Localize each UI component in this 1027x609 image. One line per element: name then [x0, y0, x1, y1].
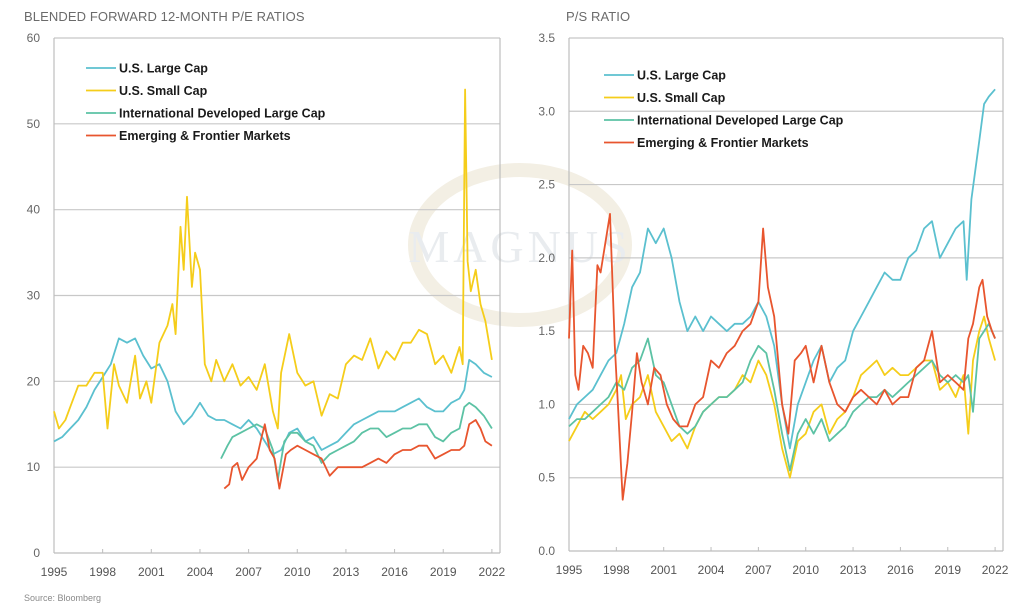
pe-x-tick-label: 2016 [381, 565, 408, 579]
ps-x-tick-label: 2013 [840, 563, 867, 577]
pe-y-tick-label: 60 [27, 31, 41, 45]
pe-legend-label: International Developed Large Cap [119, 107, 326, 121]
ps-x-tick-label: 1998 [603, 563, 630, 577]
ps-y-tick-label: 0.0 [538, 544, 555, 558]
source-note: Source: Bloomberg [24, 593, 102, 603]
pe-x-tick-label: 2022 [479, 565, 506, 579]
pe-series-us-small-cap [53, 88, 493, 430]
pe-legend-label: Emerging & Frontier Markets [119, 129, 291, 143]
ps-series-emerging-frontier [568, 212, 996, 501]
pe-legend-label: U.S. Small Cap [119, 84, 208, 98]
pe-x-tick-label: 2013 [333, 565, 360, 579]
ps-x-tick-label: 2010 [792, 563, 819, 577]
watermark: MAGNUS [408, 163, 632, 327]
ps-y-tick-label: 2.5 [538, 178, 555, 192]
pe-x-tick-label: 1998 [89, 565, 116, 579]
pe-y-tick-label: 30 [27, 289, 41, 303]
ps-series-us-large-cap [568, 88, 996, 450]
pe-chart-title: BLENDED FORWARD 12-MONTH P/E RATIOS [24, 9, 305, 24]
ps-ratio-chart: 0.0 0.5 1.0 1.5 2.0 2.5 3.0 3.5 1995 1998 2001 2004… [538, 31, 1008, 577]
ps-y-tick-label: 3.0 [538, 104, 555, 118]
pe-x-tick-label: 2004 [187, 565, 214, 579]
ps-legend-label: Emerging & Frontier Markets [637, 136, 809, 150]
pe-ratio-chart: 0 10 20 30 40 50 60 1995 1998 2001 2004 2007 2010 201… [27, 31, 506, 579]
pe-x-tick-label: 2019 [430, 565, 457, 579]
ps-legend-label: U.S. Large Cap [637, 69, 726, 83]
ps-series-us-small-cap [568, 315, 996, 479]
ps-y-tick-label: 1.0 [538, 397, 555, 411]
ps-x-tick-label: 2007 [745, 563, 772, 577]
pe-x-tick-label: 2010 [284, 565, 311, 579]
pe-x-tick-label: 2001 [138, 565, 165, 579]
ps-legend: U.S. Large Cap U.S. Small Cap Internationa… [604, 69, 844, 150]
ps-y-tick-label: 0.5 [538, 471, 555, 485]
pe-x-tick-label: 2007 [235, 565, 262, 579]
pe-y-tick-label: 0 [33, 546, 40, 560]
ps-x-tick-label: 2004 [698, 563, 725, 577]
ps-legend-label: International Developed Large Cap [637, 114, 844, 128]
pe-series-emerging-frontier [223, 419, 493, 490]
pe-legend-label: U.S. Large Cap [119, 62, 208, 76]
pe-x-tick-label: 1995 [41, 565, 68, 579]
ps-legend-label: U.S. Small Cap [637, 91, 726, 105]
ps-x-tick-label: 2022 [982, 563, 1009, 577]
ps-x-tick-label: 2001 [650, 563, 677, 577]
pe-y-tick-label: 40 [27, 203, 41, 217]
ps-y-tick-label: 2.0 [538, 251, 555, 265]
ps-y-tick-label: 1.5 [538, 324, 555, 338]
pe-legend: U.S. Large Cap U.S. Small Cap Internationa… [86, 62, 326, 143]
ps-x-tick-label: 2019 [934, 563, 961, 577]
pe-y-tick-label: 50 [27, 117, 41, 131]
ps-x-tick-label: 1995 [556, 563, 583, 577]
watermark-text: MAGNUS [408, 221, 631, 272]
pe-series-us-large-cap [53, 337, 493, 456]
pe-y-tick-label: 20 [27, 374, 41, 388]
ps-x-tick-label: 2016 [887, 563, 914, 577]
pe-series-intl-dev-large-cap [220, 401, 493, 481]
ps-chart-title: P/S RATIO [566, 9, 631, 24]
ps-y-tick-label: 3.5 [538, 31, 555, 45]
pe-y-tick-label: 10 [27, 460, 41, 474]
